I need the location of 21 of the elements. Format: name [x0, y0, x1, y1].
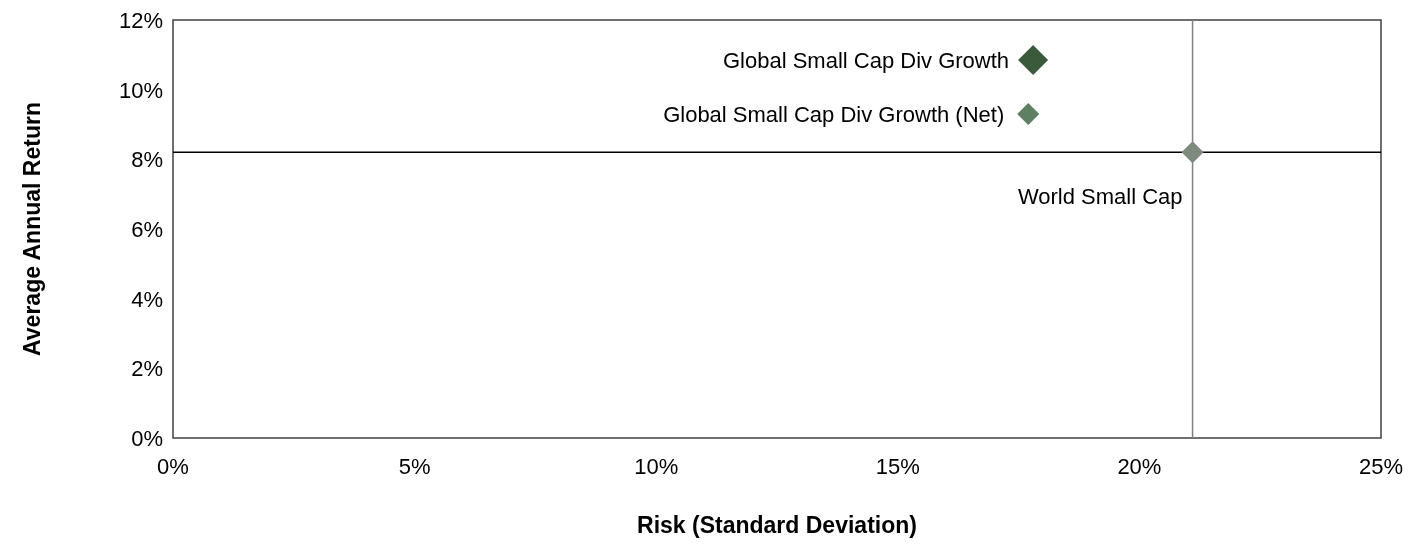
y-axis-title: Average Annual Return — [19, 102, 45, 356]
x-tick-label: 5% — [398, 454, 431, 479]
x-axis-title: Risk (Standard Deviation) — [637, 512, 917, 538]
x-tick-label: 10% — [634, 454, 679, 479]
x-tick-label: 0% — [157, 454, 189, 479]
point — [1018, 45, 1049, 76]
y-tick-label: 8% — [131, 147, 163, 173]
point — [1017, 103, 1040, 126]
series-label: Global Small Cap Div Growth (Net) — [663, 102, 1005, 128]
series-label: World Small Cap — [1017, 184, 1183, 210]
y-tick-label: 6% — [131, 217, 163, 242]
y-tick-label: 12% — [118, 8, 163, 33]
point — [1181, 141, 1204, 164]
y-tick-label: 2% — [131, 356, 163, 382]
y-tick-label: 4% — [131, 286, 163, 312]
x-tick-label: 20% — [1117, 454, 1162, 479]
series-label: Global Small Cap Div Growth — [722, 48, 1010, 74]
y-tick-label: 10% — [118, 77, 163, 103]
y-tick-label: 0% — [131, 426, 163, 451]
x-tick-label: 25% — [1358, 454, 1404, 479]
x-tick-label: 15% — [875, 454, 920, 479]
